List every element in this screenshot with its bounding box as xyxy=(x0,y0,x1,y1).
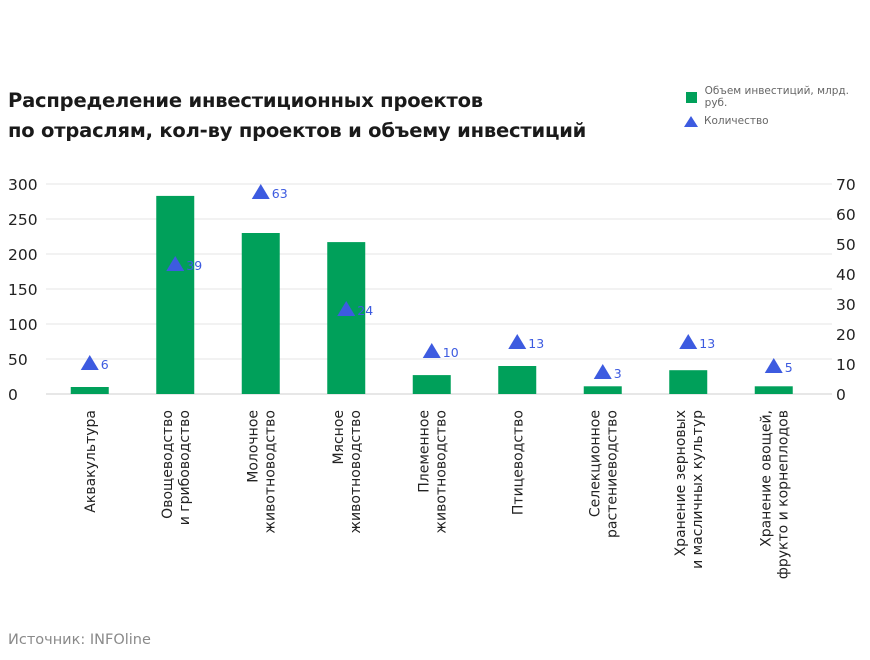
right-tick-label: 10 xyxy=(836,356,856,374)
chart-title-line2: по отраслям, кол-ву проектов и объему ин… xyxy=(8,119,587,142)
chart-title: Распределение инвестиционных проектов по… xyxy=(8,86,608,146)
category-label-line: фрукто и корнеплодов xyxy=(775,410,791,579)
category-label-line: животноводство xyxy=(433,410,449,534)
count-marker xyxy=(251,184,270,199)
chart-title-line1: Распределение инвестиционных проектов xyxy=(8,89,483,112)
category-label-line: животноводство xyxy=(348,410,364,534)
category-label: Овощеводствои грибоводство xyxy=(160,410,193,525)
legend-item-bars: Объем инвестиций, млрд. руб. xyxy=(686,85,870,109)
count-label: 39 xyxy=(186,258,202,273)
left-tick-label: 100 xyxy=(8,316,38,334)
legend-triangle-icon xyxy=(684,115,698,127)
count-label: 13 xyxy=(699,336,715,351)
legend-bars-label: Объем инвестиций, млрд. руб. xyxy=(704,85,849,109)
category-label: Птицеводство xyxy=(510,410,526,515)
count-marker xyxy=(593,364,612,379)
left-tick-label: 200 xyxy=(8,246,38,264)
count-label: 3 xyxy=(614,366,622,381)
right-tick-label: 60 xyxy=(836,206,856,224)
right-tick-label: 20 xyxy=(836,326,856,344)
right-tick-label: 50 xyxy=(836,236,856,254)
legend-bar-swatch xyxy=(686,91,697,103)
right-tick-label: 40 xyxy=(836,266,856,284)
right-tick-label: 30 xyxy=(836,296,856,314)
left-tick-label: 250 xyxy=(8,211,38,229)
count-label: 63 xyxy=(272,186,288,201)
legend: Объем инвестиций, млрд. руб. Количество xyxy=(684,85,870,138)
category-label-line: Овощеводство xyxy=(160,410,176,519)
count-marker xyxy=(422,343,441,358)
category-label-line: Молочное xyxy=(245,410,261,483)
right-tick-label: 0 xyxy=(836,386,846,404)
count-marker xyxy=(679,334,698,349)
left-tick-label: 150 xyxy=(8,281,38,299)
legend-markers-label: Количество xyxy=(704,115,769,127)
category-label: Племенноеживотноводство xyxy=(416,410,449,534)
category-label: Селекционноерастениеводство xyxy=(587,410,620,538)
bar xyxy=(583,386,622,394)
category-label-line: Хранение овощей, xyxy=(758,410,774,547)
count-label: 24 xyxy=(357,303,373,318)
bar xyxy=(498,366,537,394)
count-marker xyxy=(764,358,783,373)
source-note: Источник: INFOline xyxy=(8,632,151,648)
bar xyxy=(412,375,451,394)
category-label-line: Мясное xyxy=(331,410,347,465)
count-label: 10 xyxy=(443,345,459,360)
count-marker xyxy=(166,256,185,271)
left-tick-label: 50 xyxy=(8,351,28,369)
bar xyxy=(327,242,366,394)
count-label: 6 xyxy=(101,357,109,372)
bar xyxy=(156,195,195,394)
bar xyxy=(669,370,708,394)
count-marker xyxy=(508,334,527,349)
category-label-line: и масличных культур xyxy=(690,410,706,569)
chart-canvas: 0 50 100 150 200 250 300 0 10 20 30 40 50 60 70 6 Акваку… xyxy=(8,176,856,579)
count-marker xyxy=(337,301,356,316)
left-tick-label: 300 xyxy=(8,176,38,194)
count-marker xyxy=(80,355,99,370)
category-label-line: Птицеводство xyxy=(510,410,526,515)
category-label: Хранение овощей,фрукто и корнеплодов xyxy=(758,410,791,579)
category-label-line: Селекционное xyxy=(587,410,603,517)
category-label: Мясноеживотноводство xyxy=(331,410,364,534)
category-label-line: и грибоводство xyxy=(177,410,193,525)
right-tick-label: 70 xyxy=(836,176,856,194)
bar xyxy=(241,233,280,394)
category-label-line: Племенное xyxy=(416,410,432,493)
category-label-line: растениеводство xyxy=(604,410,620,538)
legend-item-markers: Количество xyxy=(684,114,870,128)
bar xyxy=(70,387,109,394)
category-label: Молочноеживотноводство xyxy=(245,410,278,534)
count-label: 5 xyxy=(785,360,793,375)
category-label-line: животноводство xyxy=(262,410,278,534)
category-label: Аквакультура xyxy=(83,410,99,513)
count-label: 13 xyxy=(528,336,544,351)
bar xyxy=(754,386,793,394)
category-label-line: Хранение зерновых xyxy=(673,410,689,556)
category-label-line: Аквакультура xyxy=(83,410,99,513)
left-tick-label: 0 xyxy=(8,386,18,404)
category-label: Хранение зерновыхи масличных культур xyxy=(673,410,706,569)
